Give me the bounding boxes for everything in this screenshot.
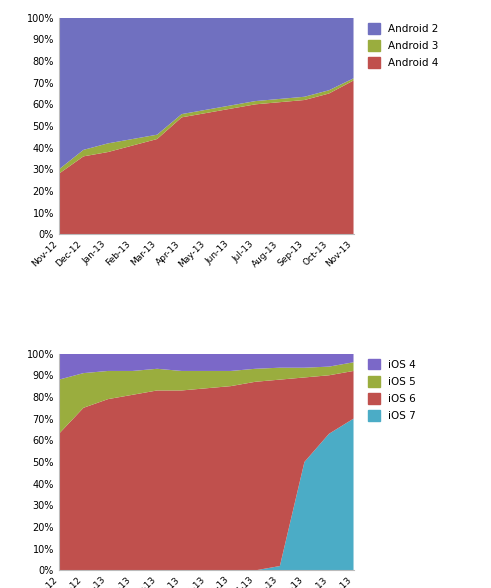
Legend: Android 2, Android 3, Android 4: Android 2, Android 3, Android 4: [368, 23, 439, 68]
Legend: iOS 4, iOS 5, iOS 6, iOS 7: iOS 4, iOS 5, iOS 6, iOS 7: [368, 359, 416, 421]
